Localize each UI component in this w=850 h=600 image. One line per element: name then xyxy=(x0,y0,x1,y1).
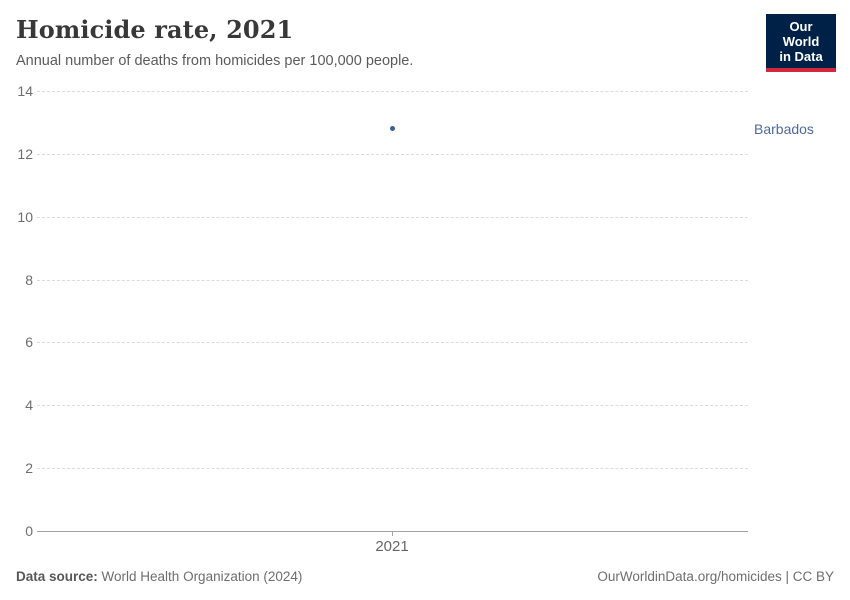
entity-label-barbados: Barbados xyxy=(754,120,814,137)
y-gridline-14 xyxy=(37,91,748,92)
y-axis-tick-label: 4 xyxy=(25,397,33,414)
y-axis-tick-label: 0 xyxy=(25,523,33,539)
owid-logo-line2: in Data xyxy=(779,49,823,64)
y-axis-tick-label: 12 xyxy=(17,145,33,162)
y-axis-tick-label: 14 xyxy=(17,83,33,99)
data-point-barbados xyxy=(389,126,395,132)
credit-note: OurWorldinData.org/homicides | CC BY xyxy=(597,569,834,584)
owid-logo-line1: Our World xyxy=(782,19,820,49)
y-gridline-8 xyxy=(37,279,748,281)
y-gridline-4 xyxy=(37,405,748,407)
y-gridline-10 xyxy=(37,216,748,218)
data-source-label: Data source: xyxy=(16,569,98,584)
y-gridline-12 xyxy=(37,153,748,155)
chart-title: Homicide rate, 2021 xyxy=(16,15,294,44)
y-axis-tick-label: 10 xyxy=(17,208,33,225)
x-axis-tick-mark xyxy=(392,531,393,536)
y-gridline-6 xyxy=(37,342,748,344)
data-source-value: World Health Organization (2024) xyxy=(97,569,303,584)
data-source-note: Data source: World Health Organization (… xyxy=(16,569,302,584)
owid-logo-accent-bar xyxy=(766,68,836,72)
x-axis-tick-label: 2021 xyxy=(375,538,409,555)
y-axis-tick-label: 6 xyxy=(25,334,33,351)
chart-subtitle: Annual number of deaths from homicides p… xyxy=(16,53,414,69)
y-gridline-2 xyxy=(37,468,748,470)
y-axis-tick-label: 2 xyxy=(25,460,33,477)
owid-logo: Our World in Data xyxy=(766,14,836,72)
y-axis-tick-label: 8 xyxy=(25,271,33,288)
